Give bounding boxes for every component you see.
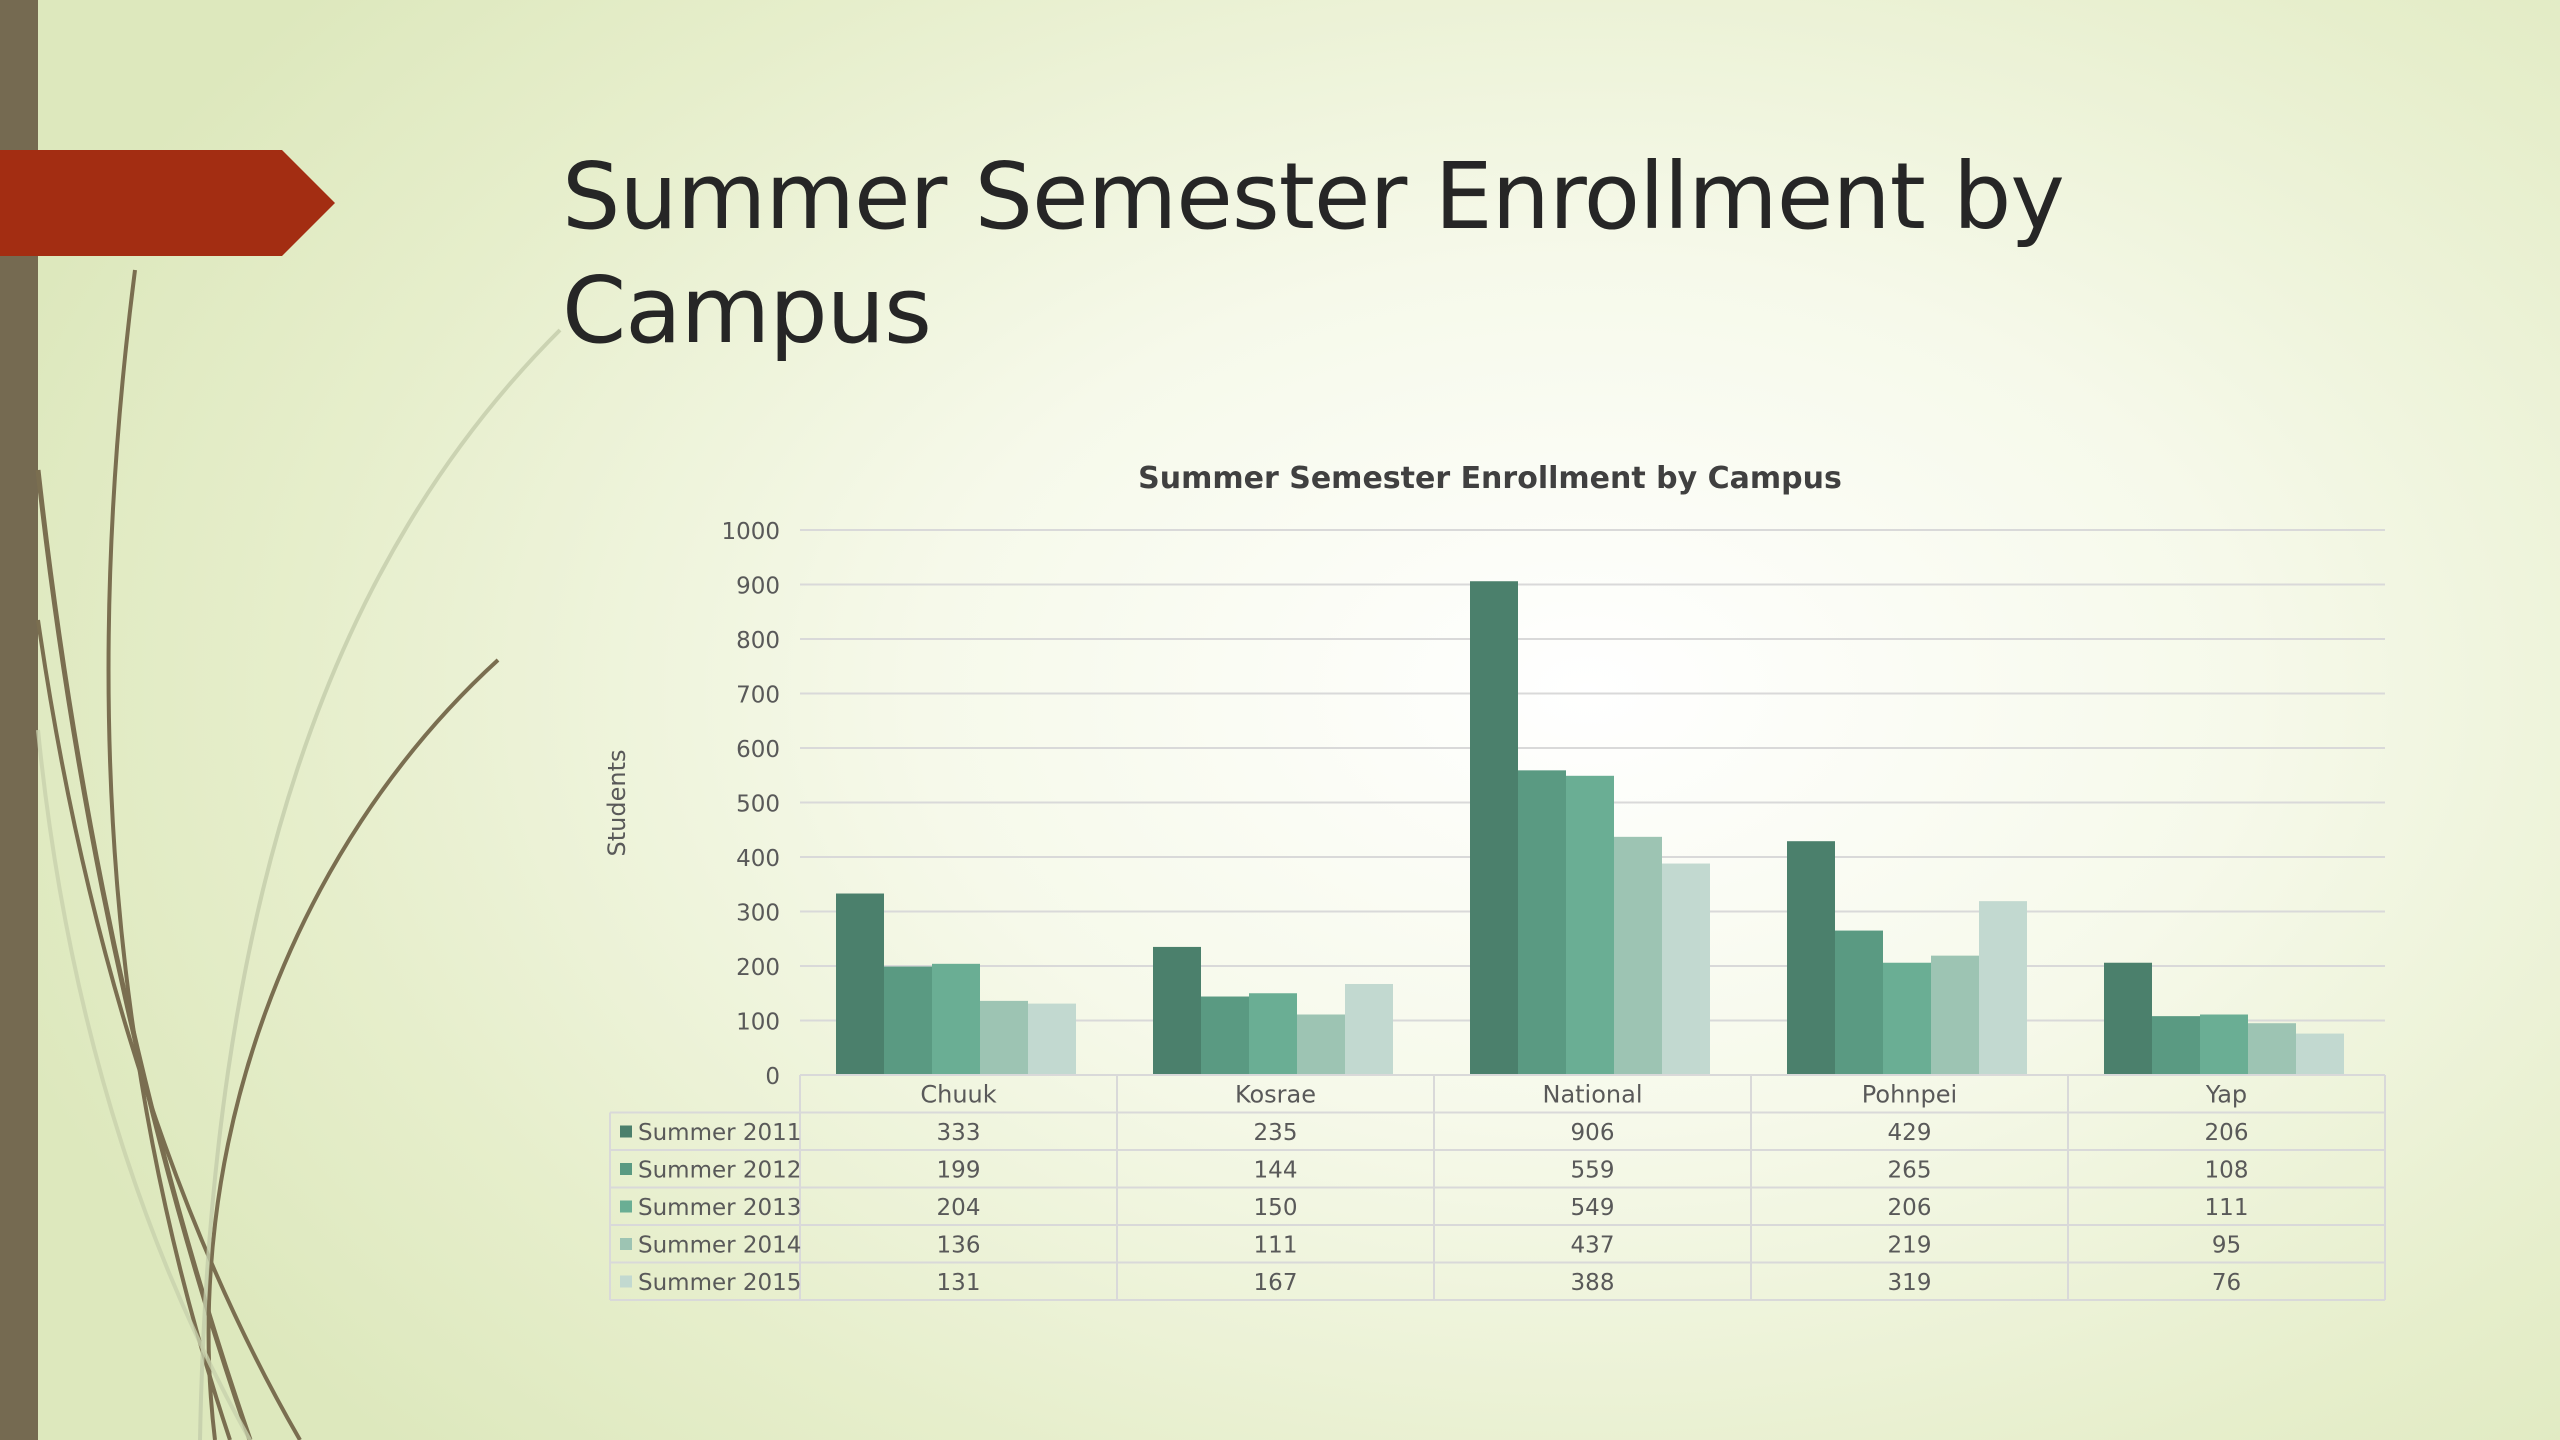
bar [1249,993,1297,1075]
bar [1028,1003,1076,1075]
legend-key [620,1200,632,1213]
data-label: 108 [2205,1158,2249,1184]
data-label: 429 [1888,1120,1932,1146]
bar [980,1000,1028,1075]
bar [1566,775,1614,1075]
bar [1153,946,1201,1075]
decorative-curve [198,328,562,1440]
bar [1979,901,2027,1075]
bar [1835,930,1883,1075]
legend-entry: Summer 2013 [638,1195,801,1221]
data-label: 206 [2205,1120,2249,1146]
data-label: 111 [2205,1195,2249,1221]
decorative-curve [36,619,302,1440]
y-tick-label: 100 [736,1010,780,1036]
data-label: 204 [937,1195,981,1221]
decorative-curve [206,658,500,1440]
data-label: 388 [1571,1270,1615,1296]
data-label: 906 [1571,1120,1615,1146]
data-label: 437 [1571,1233,1615,1259]
bar [1518,770,1566,1075]
data-label: 150 [1254,1195,1298,1221]
chart-title: Summer Semester Enrollment by Campus [1138,461,1842,496]
data-label: 95 [2212,1233,2241,1259]
bar [2296,1033,2344,1075]
legend-entry: Summer 2015 [638,1270,801,1296]
x-tick-label: National [1542,1081,1642,1109]
legend-entry: Summer 2012 [638,1158,801,1184]
bar [2200,1014,2248,1075]
bar [932,963,980,1075]
data-label: 265 [1888,1158,1932,1184]
data-label: 549 [1571,1195,1615,1221]
x-tick-label: Chuuk [920,1081,996,1109]
x-tick-label: Kosrae [1235,1081,1316,1109]
bar [1662,863,1710,1075]
data-label: 131 [937,1270,981,1296]
x-tick-label: Pohnpei [1862,1081,1957,1109]
bar [1787,841,1835,1075]
decorative-curve [36,729,252,1440]
data-label: 235 [1254,1120,1298,1146]
y-tick-label: 700 [736,683,780,709]
y-tick-label: 200 [736,955,780,981]
bar [1614,836,1662,1075]
y-tick-label: 400 [736,846,780,872]
bar [1883,962,1931,1075]
data-label: 111 [1254,1233,1298,1259]
data-label: 76 [2212,1270,2241,1296]
decorative-curve [35,469,253,1440]
bar [2248,1023,2296,1075]
y-tick-label: 900 [736,574,780,600]
legend-entry: Summer 2011 [638,1120,801,1146]
x-tick-label: Yap [2205,1081,2247,1109]
bar [836,893,884,1075]
bar [1297,1014,1345,1075]
legend-key [620,1125,632,1138]
data-label: 219 [1888,1233,1932,1259]
legend-key [620,1163,632,1175]
y-tick-label: 1000 [721,519,780,545]
legend-key [620,1238,632,1250]
bar [1201,996,1249,1075]
data-label: 167 [1254,1270,1298,1296]
y-tick-label: 300 [736,901,780,927]
bar [1470,581,1518,1075]
y-axis-label: Students [603,750,631,857]
bar [2104,962,2152,1075]
bar [884,966,932,1075]
data-label: 144 [1254,1158,1298,1184]
legend-entry: Summer 2014 [638,1233,801,1259]
slide-title: Summer Semester Enrollment by Campus [562,143,2065,364]
data-label: 333 [937,1120,981,1146]
bars [836,581,2344,1075]
data-label: 559 [1571,1158,1615,1184]
y-tick-label: 0 [765,1064,780,1090]
y-tick-labels: 0 100 200 300 400 500 600 700 800 900 1000 [721,519,780,1090]
bar [1931,955,1979,1075]
data-table: Chuuk Kosrae National Pohnpei Yap Summer 2011… [609,1074,2386,1301]
data-label: 206 [1888,1195,1932,1221]
y-tick-label: 500 [736,792,780,818]
legend-key [620,1275,632,1288]
title-arrow-accent [0,150,335,256]
y-tick-label: 600 [736,737,780,763]
bar [2152,1016,2200,1075]
data-label: 136 [937,1233,981,1259]
bar [1345,983,1393,1075]
data-label: 319 [1888,1270,1932,1296]
data-label: 199 [937,1158,981,1184]
y-tick-label: 800 [736,628,780,654]
decorative-curve [106,269,232,1440]
